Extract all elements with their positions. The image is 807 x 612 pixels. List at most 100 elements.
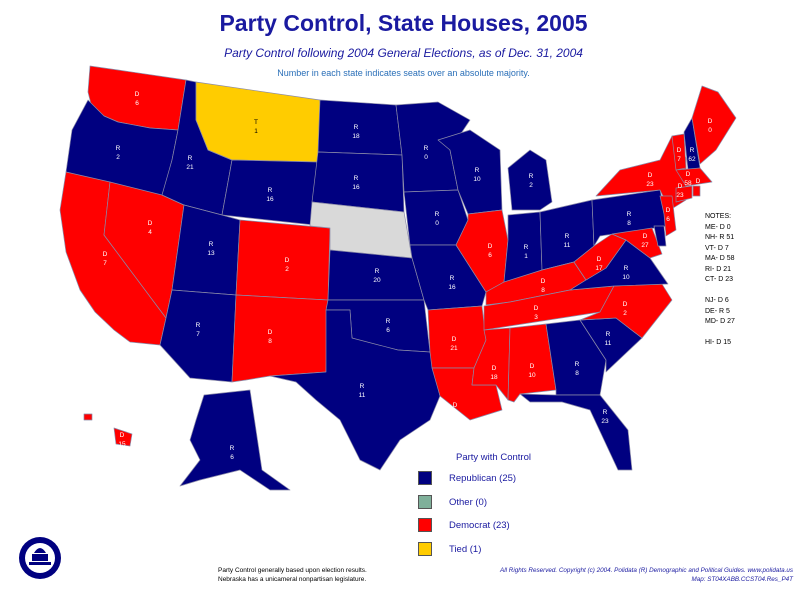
note-line: RI- D 21: [705, 265, 732, 273]
note-line: CT- D 23: [705, 276, 734, 283]
state-label-NY: D 23: [646, 172, 654, 188]
note-line: [705, 328, 735, 339]
legend-title: Party with Control: [456, 452, 531, 463]
notes-panel: NOTES: ME- D 0 NH- R 51 VT- D 7 MA- D 58 RI- …: [705, 212, 735, 349]
state-label-AR: D 21: [450, 336, 458, 352]
state-label-WI: R 10: [473, 167, 481, 183]
state-label-UT: R 13: [207, 241, 215, 257]
note-line: ME- D 0: [705, 223, 731, 231]
legend-swatch: [418, 471, 432, 485]
state-label-WV: D 17: [595, 256, 603, 272]
state-label-KS: R 20: [373, 268, 381, 284]
state-SD: [311, 151, 405, 213]
legend-swatch: [418, 542, 432, 556]
note-line: NOTES:: [705, 213, 732, 220]
state-AK: [179, 389, 291, 491]
state-label-WY: R 16: [266, 187, 274, 203]
state-TX: [269, 309, 441, 471]
state-CT: [675, 185, 693, 203]
state-label-VA: R 10: [622, 265, 630, 281]
note-line: [705, 286, 735, 297]
state-AR: [427, 305, 487, 369]
map-title: Party Control, State Houses, 2005: [219, 10, 588, 36]
state-label-CT: D 23: [676, 183, 684, 199]
note-line: VT- D 7: [705, 244, 729, 252]
state-HI-islands: [83, 413, 93, 421]
legend-swatch: [418, 495, 432, 509]
state-ME: [691, 85, 737, 165]
state-CO: [235, 219, 331, 301]
note-line: NJ- D 6: [705, 297, 729, 304]
state-label-SD: R 16: [352, 175, 360, 191]
note-line: MD- D 27: [705, 318, 735, 325]
state-MT: [195, 81, 321, 163]
state-NJ: [659, 195, 677, 237]
legend-item-republican: Republican (25): [418, 471, 516, 485]
state-ND: [317, 99, 403, 156]
state-label-NH: R 62: [688, 147, 696, 163]
state-MI: [507, 149, 553, 211]
state-label-ND: R 18: [352, 124, 360, 140]
state-label-SC: R 11: [605, 331, 612, 347]
state-MD: [611, 227, 663, 259]
state-label-ID: R 21: [186, 155, 194, 171]
polidata-logo: [19, 537, 61, 579]
state-MA: [675, 167, 713, 187]
legend-item-democrat: Democrat (23): [418, 518, 510, 532]
state-label-MA: D 58: [684, 171, 692, 187]
state-label-LA: D 16: [451, 402, 459, 418]
state-label-MO: R 16: [448, 275, 456, 291]
state-label-MS: D 18: [490, 365, 498, 381]
state-FL: [519, 393, 633, 471]
state-NM: [231, 294, 329, 383]
state-DE: [653, 225, 667, 247]
state-UT: [171, 204, 241, 296]
state-label-AL: D 10: [528, 363, 536, 379]
footer-left: Party Control generally based upon elect…: [218, 567, 367, 583]
note-line: DE- R 5: [705, 307, 730, 315]
state-label-HI: D 15: [118, 432, 126, 448]
state-label-OH: R 11: [564, 233, 571, 249]
state-RI: [692, 185, 701, 197]
map-subtitle: Party Control following 2004 General Ele…: [224, 46, 583, 60]
state-label-MD: D 27: [641, 233, 649, 249]
state-label-FL: R 23: [601, 409, 609, 425]
note-line: MA- D 58: [705, 255, 735, 262]
state-label-RI: D: [696, 178, 701, 185]
state-label-TX: R 11: [359, 383, 366, 399]
note-line: NH- R 51: [705, 234, 735, 241]
footer-right: All Rights Reserved. Copyright (c) 2004.…: [500, 567, 793, 583]
majority-note: Number in each state indicates seats ove…: [277, 68, 530, 78]
state-KS: [327, 249, 425, 301]
note-line: HI- D 15: [705, 339, 732, 346]
legend-item-other: Other (0): [418, 495, 487, 509]
legend-swatch: [418, 518, 432, 532]
legend-item-tied: Tied (1): [418, 542, 481, 556]
state-HI-big: [113, 427, 133, 447]
state-VT: [671, 133, 687, 171]
